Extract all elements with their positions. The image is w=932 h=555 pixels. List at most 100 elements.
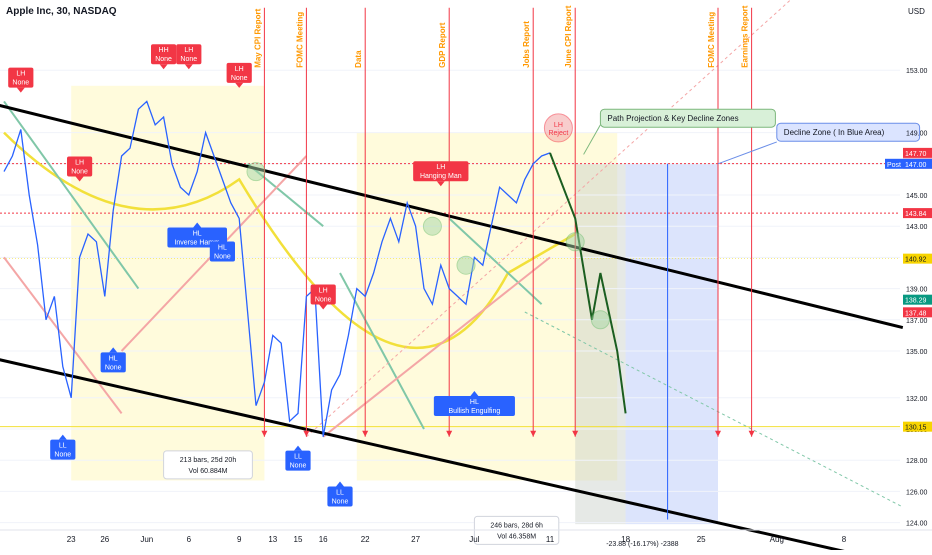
price-tag-text: 138.29 <box>905 298 927 305</box>
trend-line-extension <box>524 311 904 508</box>
trend-line <box>3 256 123 415</box>
price-tag <box>903 158 932 169</box>
price-tag-text: 137.48 <box>905 310 927 317</box>
y-tick-label: 149.00 <box>906 131 928 138</box>
highlight-zone <box>71 85 265 481</box>
projection-zone <box>575 163 626 525</box>
moving-average-yellow <box>3 131 576 350</box>
event-arrow <box>572 430 579 437</box>
touch-circle <box>422 216 442 236</box>
reject-circle <box>543 113 573 143</box>
x-tick-label: 23 <box>67 535 76 544</box>
pivot-text: LH None <box>12 71 29 87</box>
path-projection-callout-box <box>599 108 776 128</box>
x-tick-label: Jul <box>469 535 479 544</box>
x-tick-label: 6 <box>187 535 192 544</box>
pivot-low-label <box>327 486 353 507</box>
event-label: Earnings Report <box>741 5 750 68</box>
y-tick-label: 128.00 <box>906 458 928 465</box>
projection-path <box>549 152 627 414</box>
decline-zone-callout-text: Decline Zone ( In Blue Area) <box>784 128 885 137</box>
touch-circle <box>246 162 266 182</box>
event-label: Jobs Report <box>522 21 531 68</box>
event-arrow <box>748 430 755 437</box>
pivot-high-label <box>151 44 177 65</box>
pivot-pointer <box>75 176 84 182</box>
price-tag <box>903 421 932 432</box>
pivot-text: LH Hanging Man <box>420 164 462 180</box>
x-tick-label: 26 <box>100 535 109 544</box>
y-tick-label: 139.00 <box>906 287 928 294</box>
pivot-high-label <box>67 156 93 177</box>
touch-circle <box>590 310 610 330</box>
touch-circle <box>456 255 476 275</box>
event-arrow <box>303 430 310 437</box>
range-box-2-line: 246 bars, 28d 6h <box>490 522 543 529</box>
x-tick-label: 11 <box>546 535 555 544</box>
measure-label: -23.88 (-16.17%) -2388 <box>606 541 678 548</box>
x-tick-label: 18 <box>621 535 630 544</box>
event-arrow <box>261 430 268 437</box>
pivot-text: HL None <box>105 355 122 371</box>
pivot-low-label <box>50 439 76 460</box>
pivot-text: HL Bullish Engulfing <box>449 399 501 415</box>
pivot-pointer <box>58 434 67 440</box>
y-tick-label: 137.00 <box>906 318 928 325</box>
pivot-text: LH None <box>180 47 197 63</box>
pivot-high-label <box>310 284 336 305</box>
y-tick-label: 124.00 <box>906 521 928 528</box>
event-arrow <box>446 430 453 437</box>
y-tick-label: 145.00 <box>906 193 928 200</box>
moving-average-green <box>339 272 425 430</box>
pivot-text: LH None <box>71 160 88 176</box>
pivot-pointer <box>319 304 328 310</box>
currency-label: USD <box>908 7 925 16</box>
event-label: FOMC Meeting <box>707 12 716 68</box>
decline-zone <box>625 163 718 525</box>
pivot-high-label <box>8 67 34 88</box>
pivot-pointer <box>436 181 445 187</box>
pivot-pointer <box>235 82 244 88</box>
trend-line <box>322 256 551 438</box>
range-box-1 <box>163 450 253 480</box>
moving-average-green <box>3 100 140 290</box>
pivot-low-label <box>433 396 515 416</box>
symbol-title: Apple Inc, 30, NASDAQ <box>6 6 117 17</box>
callout-pointer <box>717 141 777 165</box>
callout-pointer <box>583 124 601 155</box>
x-tick-label: 13 <box>268 535 277 544</box>
event-label: GDP Report <box>438 22 447 68</box>
x-tick-label: 15 <box>294 535 303 544</box>
price-tag <box>903 294 932 305</box>
price-tag <box>903 253 932 264</box>
x-tick-label: 22 <box>361 535 370 544</box>
pivot-text: HL Inverse Hamm <box>174 231 220 247</box>
y-tick-label: 143.00 <box>906 224 928 231</box>
x-tick-label: 8 <box>842 535 847 544</box>
price-line <box>3 100 551 437</box>
x-tick-label: 16 <box>319 535 328 544</box>
pivot-high-label <box>413 161 469 182</box>
price-tag-text: 140.92 <box>905 257 927 264</box>
pivot-pointer <box>184 64 193 70</box>
pivot-text: LH None <box>231 66 248 82</box>
path-projection-callout-text: Path Projection & Key Decline Zones <box>607 114 738 123</box>
y-tick-label: 132.00 <box>906 396 928 403</box>
pivot-text: LL None <box>290 454 307 470</box>
decline-zone-callout-box <box>776 122 921 142</box>
x-tick-label: 25 <box>697 535 706 544</box>
pivot-pointer <box>336 481 344 487</box>
x-tick-label: 9 <box>237 535 242 544</box>
reject-label: LH Reject <box>548 122 568 137</box>
pivot-pointer <box>218 236 227 242</box>
range-box-1-line: 213 bars, 25d 20h <box>180 457 237 464</box>
pivot-text: LL None <box>54 443 71 459</box>
event-arrow <box>530 430 537 437</box>
price-tag-text: 147.70 <box>905 151 927 158</box>
pivot-low-label <box>100 352 126 373</box>
post-tag <box>885 158 903 169</box>
price-tag-text: 143.84 <box>905 211 927 218</box>
moving-average-green <box>448 217 543 305</box>
